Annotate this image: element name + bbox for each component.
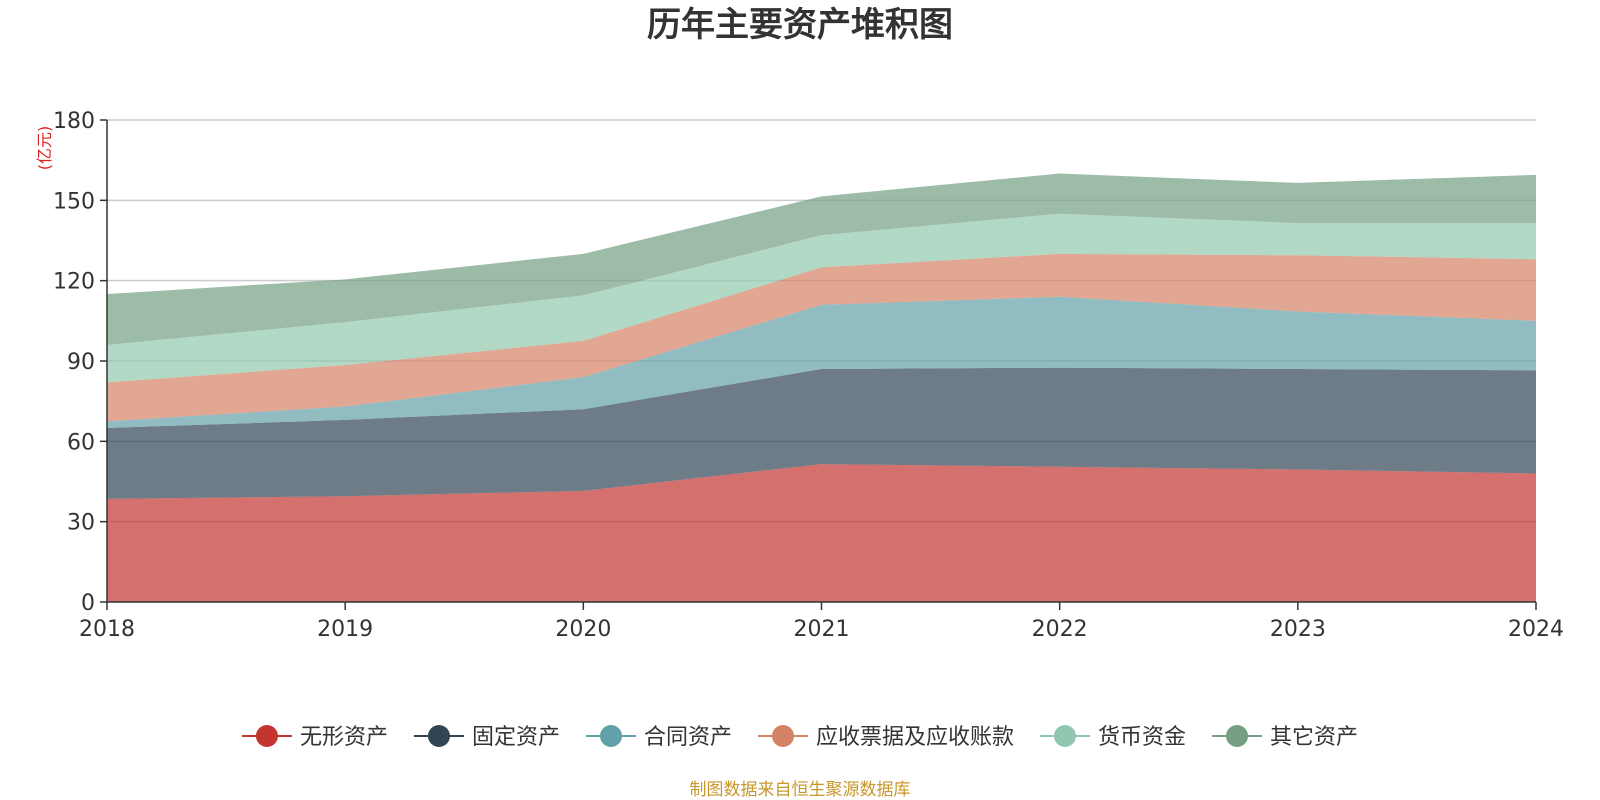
y-tick-label-150: 150 [53,189,95,214]
legend-marker-icon [255,725,278,747]
y-tick-label-0: 0 [81,591,95,616]
series-area-1 [107,367,1536,499]
chart-title: 历年主要资产堆积图 [647,5,953,45]
legend: 无形资产 固定资产 合同资产 应收票据及应收账款 货币资金 其它资产 [241,725,1358,750]
legend-marker-icon [599,725,622,747]
series-areas [107,173,1536,602]
x-tick-label-2018: 2018 [79,617,135,642]
legend-item-2[interactable]: 合同资产 [585,725,732,750]
series-area-4 [107,213,1536,383]
x-tick-label-2022: 2022 [1032,617,1088,642]
legend-marker-icon [427,725,450,747]
y-tick-label-60: 60 [67,430,95,455]
x-tick-label-2019: 2019 [317,617,373,642]
legend-label: 固定资产 [472,725,560,750]
series-area-0 [107,464,1536,602]
series-area-3 [107,253,1536,422]
x-tick-label-2024: 2024 [1508,617,1564,642]
legend-item-3[interactable]: 应收票据及应收账款 [758,725,1014,750]
series-area-5 [107,173,1536,345]
legend-label: 其它资产 [1270,725,1358,750]
series-area-2 [107,296,1536,428]
legend-item-1[interactable]: 固定资产 [413,725,560,750]
legend-label: 应收票据及应收账款 [816,725,1014,750]
legend-marker-icon [1226,725,1249,747]
legend-label: 无形资产 [300,725,388,750]
y-tick-label-180: 180 [53,109,95,134]
legend-marker-icon [772,725,794,747]
axes: 0 30 60 90 120 150 180 2018 2019 2020 2021 2022 2023… [53,109,1564,642]
legend-item-4[interactable]: 货币资金 [1040,725,1186,750]
legend-label: 合同资产 [644,725,732,750]
source-note: 制图数据来自恒生聚源数据库 [690,780,911,800]
x-tick-label-2023: 2023 [1270,617,1326,642]
y-tick-label-30: 30 [67,511,95,536]
y-tick-label-90: 90 [67,350,95,375]
y-axis-unit: (亿元) [35,126,54,171]
legend-marker-icon [1054,725,1077,747]
y-tick-label-120: 120 [53,270,95,295]
x-tick-label-2020: 2020 [555,617,611,642]
legend-item-5[interactable]: 其它资产 [1212,725,1358,750]
x-tick-label-2021: 2021 [794,617,850,642]
legend-label: 货币资金 [1098,725,1186,750]
legend-item-0[interactable]: 无形资产 [241,725,388,750]
